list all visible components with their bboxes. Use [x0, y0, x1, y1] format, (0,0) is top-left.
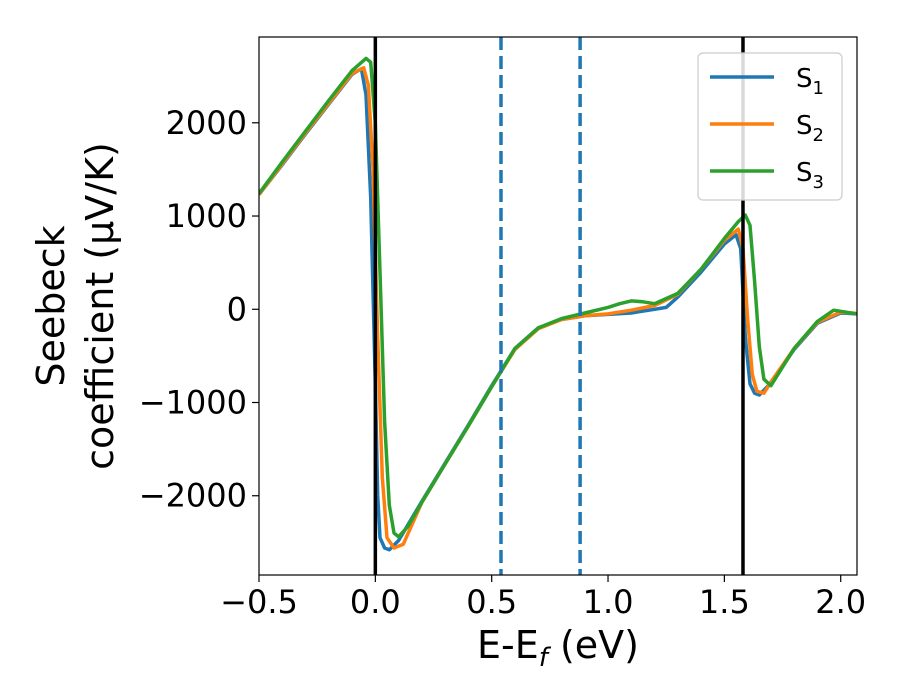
y-axis-label-line1: Seebeck [29, 225, 73, 386]
legend: S1 S2 S3 [697, 52, 843, 201]
x-axis-label-unit: (eV) [548, 623, 639, 667]
y-tick-label: −2000 [139, 477, 247, 515]
x-tick-label: 1.5 [699, 583, 750, 621]
y-axis-label-line2: coefficient (μV/K) [78, 142, 122, 470]
x-tick-label: 1.0 [583, 583, 634, 621]
axes-frame [258, 36, 858, 576]
legend-label-s1: S1 [796, 64, 824, 99]
ticks: −0.5 0.0 0.5 1.0 1.5 2.0 −2000 −1000 0 1000 2000 [139, 104, 866, 621]
y-tick-label: 2000 [166, 104, 247, 142]
legend-label-s3: S3 [796, 158, 824, 193]
x-tick-label: 2.0 [815, 583, 866, 621]
y-tick-label: 1000 [166, 197, 247, 235]
y-tick-label: −1000 [139, 384, 247, 422]
legend-box [697, 52, 843, 201]
x-tick-label: 0.5 [466, 583, 517, 621]
plot-area [259, 37, 857, 575]
x-tick-label: −0.5 [220, 583, 298, 621]
x-tick-label: 0.0 [350, 583, 401, 621]
x-axis-label: E-Ef (eV) [477, 623, 639, 673]
y-tick-label: 0 [227, 290, 247, 328]
legend-label-s2: S2 [796, 111, 824, 146]
